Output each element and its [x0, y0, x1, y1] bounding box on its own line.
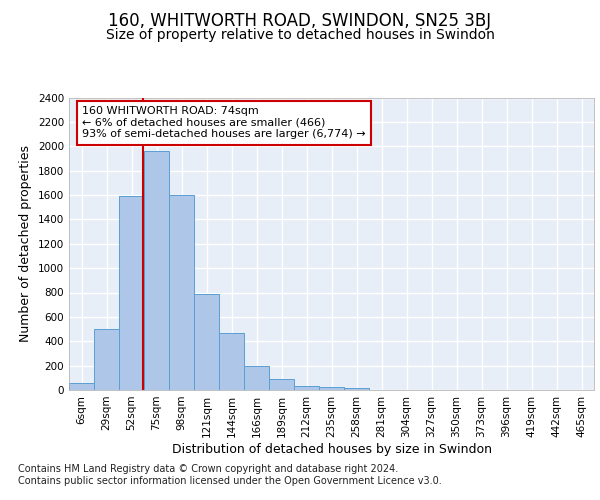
Bar	[319, 387, 344, 390]
Bar	[269, 379, 294, 390]
Bar	[294, 386, 319, 390]
Text: Contains public sector information licensed under the Open Government Licence v3: Contains public sector information licen…	[18, 476, 442, 486]
Y-axis label: Number of detached properties: Number of detached properties	[19, 145, 32, 342]
Text: 160 WHITWORTH ROAD: 74sqm
← 6% of detached houses are smaller (466)
93% of semi-: 160 WHITWORTH ROAD: 74sqm ← 6% of detach…	[82, 106, 366, 140]
Text: 160, WHITWORTH ROAD, SWINDON, SN25 3BJ: 160, WHITWORTH ROAD, SWINDON, SN25 3BJ	[109, 12, 491, 30]
Bar	[94, 329, 119, 390]
Bar	[119, 196, 144, 390]
Bar	[194, 294, 219, 390]
Bar	[344, 388, 369, 390]
X-axis label: Distribution of detached houses by size in Swindon: Distribution of detached houses by size …	[172, 442, 491, 456]
Bar	[244, 366, 269, 390]
Bar	[169, 195, 194, 390]
Bar	[144, 151, 169, 390]
Bar	[219, 332, 244, 390]
Bar	[69, 382, 94, 390]
Text: Size of property relative to detached houses in Swindon: Size of property relative to detached ho…	[106, 28, 494, 42]
Text: Contains HM Land Registry data © Crown copyright and database right 2024.: Contains HM Land Registry data © Crown c…	[18, 464, 398, 474]
